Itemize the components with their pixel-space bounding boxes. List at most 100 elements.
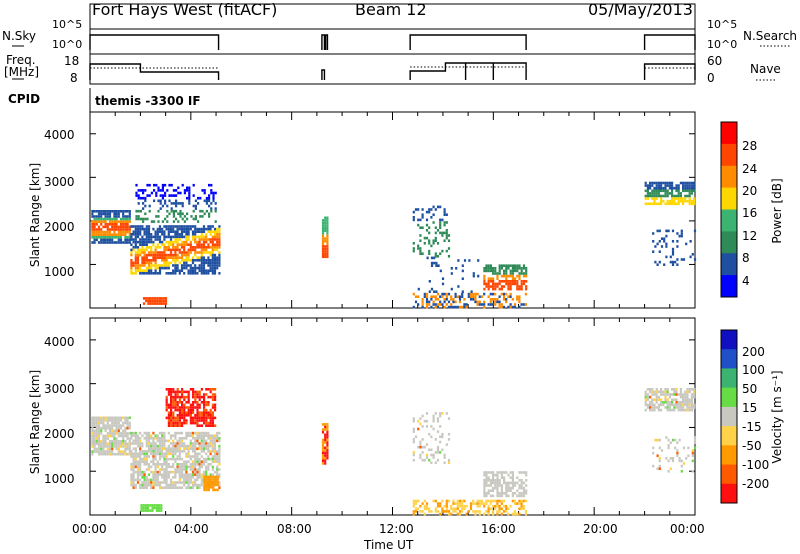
heatmap-cell bbox=[203, 419, 206, 422]
heatmap-cell bbox=[445, 502, 448, 505]
heatmap-cell bbox=[432, 427, 435, 431]
heatmap-cell bbox=[445, 295, 448, 298]
heatmap-cell bbox=[191, 473, 195, 476]
heatmap-cell bbox=[152, 439, 155, 443]
heatmap-cell bbox=[178, 473, 181, 476]
heatmap-cell bbox=[161, 437, 164, 440]
heatmap-cell bbox=[100, 432, 103, 435]
heatmap-cell bbox=[216, 233, 219, 236]
heatmap-cell bbox=[434, 305, 437, 309]
heatmap-cell bbox=[685, 457, 688, 460]
heatmap-cell bbox=[178, 481, 181, 484]
heatmap-cell bbox=[509, 303, 512, 306]
heatmap-cell bbox=[165, 476, 168, 479]
heatmap-cell bbox=[200, 465, 203, 469]
heatmap-cell bbox=[428, 300, 431, 304]
heatmap-cell bbox=[689, 240, 692, 243]
heatmap-cell bbox=[194, 248, 197, 252]
heatmap-cell bbox=[209, 463, 212, 466]
heatmap-cell bbox=[115, 220, 118, 223]
heatmap-cell bbox=[93, 424, 96, 427]
heatmap-cell bbox=[167, 248, 170, 252]
heatmap-cell bbox=[417, 244, 420, 248]
heatmap-cell bbox=[169, 447, 173, 450]
heatmap-cell bbox=[189, 264, 192, 267]
heatmap-cell bbox=[176, 256, 179, 259]
heatmap-cell bbox=[147, 473, 151, 476]
heatmap-cell bbox=[150, 251, 153, 254]
heatmap-cell bbox=[198, 431, 201, 435]
heatmap-cell bbox=[500, 471, 503, 474]
heatmap-cell bbox=[185, 431, 188, 435]
heatmap-cell bbox=[117, 225, 120, 229]
heatmap-cell bbox=[183, 450, 186, 453]
heatmap-cell bbox=[150, 235, 153, 239]
heatmap-cell bbox=[690, 398, 693, 401]
heatmap-cell bbox=[172, 194, 175, 197]
heatmap-cell bbox=[152, 481, 155, 484]
heatmap-cell bbox=[161, 452, 164, 456]
heatmap-cell bbox=[664, 406, 667, 409]
heatmap-cell bbox=[169, 470, 173, 474]
heatmap-cell bbox=[132, 483, 135, 487]
heatmap-cell bbox=[172, 455, 175, 458]
heatmap-cell bbox=[480, 499, 484, 503]
heatmap-cell bbox=[458, 300, 462, 304]
heatmap-cell bbox=[174, 450, 177, 453]
heatmap-cell bbox=[192, 393, 195, 396]
heatmap-cell bbox=[445, 303, 448, 306]
heatmap-cell bbox=[483, 479, 486, 482]
heatmap-cell bbox=[174, 444, 177, 448]
heatmap-cell bbox=[213, 246, 217, 249]
heatmap-cell bbox=[436, 419, 440, 423]
heatmap-cell bbox=[187, 390, 190, 394]
heatmap-cell bbox=[432, 414, 435, 418]
heatmap-cell bbox=[139, 465, 142, 469]
heatmap-cell bbox=[513, 502, 517, 505]
heatmap-cell bbox=[165, 398, 168, 401]
heatmap-cell bbox=[132, 476, 135, 479]
heatmap-cell bbox=[111, 233, 114, 236]
heatmap-cell bbox=[161, 444, 164, 448]
heatmap-cell bbox=[122, 416, 125, 420]
heatmap-cell bbox=[155, 504, 158, 507]
heatmap-cell bbox=[115, 447, 118, 451]
heatmap-cell bbox=[412, 249, 415, 253]
heatmap-cell bbox=[500, 494, 503, 498]
heatmap-cell bbox=[115, 421, 118, 425]
heatmap-cell bbox=[102, 442, 105, 446]
heatmap-cell bbox=[183, 406, 186, 409]
heatmap-cell bbox=[189, 486, 192, 489]
heatmap-cell bbox=[469, 292, 473, 296]
heatmap-cell bbox=[414, 208, 418, 211]
heatmap-cell bbox=[653, 398, 656, 401]
heatmap-cell bbox=[326, 216, 329, 220]
heatmap-cell bbox=[207, 424, 210, 427]
heatmap-cell bbox=[113, 445, 116, 448]
heatmap-cell bbox=[216, 259, 219, 262]
heatmap-cell bbox=[175, 209, 178, 213]
heatmap-cell bbox=[113, 215, 116, 218]
heatmap-cell bbox=[108, 236, 112, 239]
heatmap-cell bbox=[443, 510, 446, 513]
heatmap-cell bbox=[165, 447, 168, 450]
heatmap-cell bbox=[194, 406, 197, 409]
heatmap-cell bbox=[690, 192, 693, 195]
heatmap-cell bbox=[132, 460, 135, 463]
heatmap-cell bbox=[152, 455, 155, 458]
heatmap-cell bbox=[158, 509, 161, 512]
cpid-text: themis -3300 IF bbox=[95, 94, 201, 108]
heatmap-cell bbox=[104, 439, 107, 443]
heatmap-cell bbox=[202, 450, 206, 453]
heatmap-cell bbox=[660, 186, 663, 190]
heatmap-cell bbox=[496, 484, 499, 487]
heatmap-cell bbox=[150, 191, 153, 195]
heatmap-cell bbox=[178, 424, 181, 427]
heatmap-cell bbox=[147, 455, 151, 458]
heatmap-cell bbox=[95, 421, 98, 425]
heatmap-cell bbox=[196, 411, 199, 414]
heatmap-cell bbox=[180, 264, 184, 267]
heatmap-cell bbox=[194, 419, 197, 422]
heatmap-cell bbox=[644, 194, 647, 198]
heatmap-cell bbox=[172, 246, 175, 249]
